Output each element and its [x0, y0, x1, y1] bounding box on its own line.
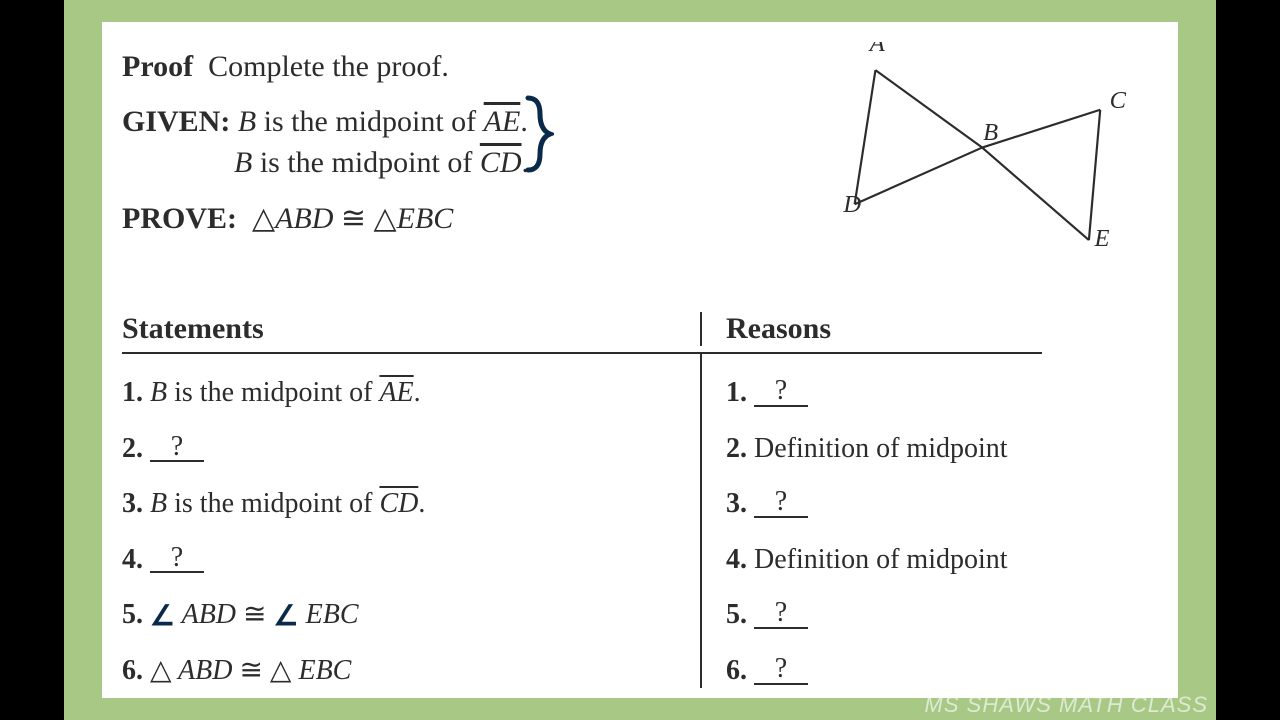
reasons-header: Reasons [702, 312, 1022, 346]
reason-row: 4. Definition of midpoint [726, 543, 1022, 577]
statement-row: 4. ? [122, 543, 690, 577]
diagram-edge [855, 70, 876, 204]
statement-row: 1. B is the midpoint of AE. [122, 376, 690, 410]
given-label: GIVEN: [122, 105, 230, 138]
given2-seg: CD [480, 146, 522, 179]
table-header-row: Statements Reasons [122, 312, 1042, 354]
statement-row: 3. B is the midpoint of CD. [122, 487, 690, 521]
blank-field: ? [754, 656, 808, 685]
prove-label: PROVE: [122, 202, 237, 235]
blank-field: ? [150, 434, 204, 463]
prove-left: ABD [275, 202, 333, 235]
statement-row: 6. △ ABD ≅ △ EBC [122, 654, 690, 688]
diagram-label: C [1110, 87, 1127, 114]
page-content: Proof Complete the proof. GIVEN: B is th… [102, 22, 1178, 698]
reason-row: 1. ? [726, 376, 1022, 410]
blank-field: ? [754, 378, 808, 407]
statement-row: 2. ? [122, 432, 690, 466]
reasons-column: 1. ? 2. Definition of midpoint 3. ? 4. De… [702, 354, 1022, 688]
given1-b: B [238, 105, 256, 138]
brace-icon [520, 94, 554, 174]
blank-field: ? [150, 545, 204, 574]
diagram-label: B [983, 119, 998, 146]
given1-mid: is the midpoint of [256, 105, 484, 138]
reason-row: 6. ? [726, 654, 1022, 688]
diagram-edge [855, 148, 983, 205]
statements-header: Statements [122, 312, 702, 346]
blank-field: ? [754, 600, 808, 629]
proof-instruction: Complete the proof. [208, 50, 449, 83]
statements-column: 1. B is the midpoint of AE. 2. ? 3. B is … [122, 354, 702, 688]
blank-field: ? [754, 489, 808, 518]
reason-row: 3. ? [726, 487, 1022, 521]
watermark-text: MS SHAWS MATH CLASS [925, 692, 1208, 718]
given1-seg: AE [484, 105, 521, 138]
triangle-diagram: A B C D E [798, 42, 1138, 272]
reason-row: 2. Definition of midpoint [726, 432, 1022, 466]
table-body: 1. B is the midpoint of AE. 2. ? 3. B is … [122, 354, 1042, 688]
proof-label: Proof [122, 50, 193, 83]
proof-table: Statements Reasons 1. B is the midpoint … [122, 312, 1042, 688]
reason-row: 5. ? [726, 598, 1022, 632]
statement-row: 5. ∠ ABD ≅ ∠ EBC [122, 598, 690, 632]
given2-b: B [234, 146, 252, 179]
diagram-edge [1089, 110, 1100, 240]
diagram-label: E [1094, 225, 1110, 252]
given2-mid: is the midpoint of [252, 146, 480, 179]
diagram-label: A [868, 42, 886, 57]
diagram-edge [875, 70, 982, 147]
diagram-edge [982, 148, 1089, 241]
prove-right: EBC [397, 202, 454, 235]
diagram-edge [982, 110, 1100, 148]
diagram-label: D [842, 191, 861, 218]
